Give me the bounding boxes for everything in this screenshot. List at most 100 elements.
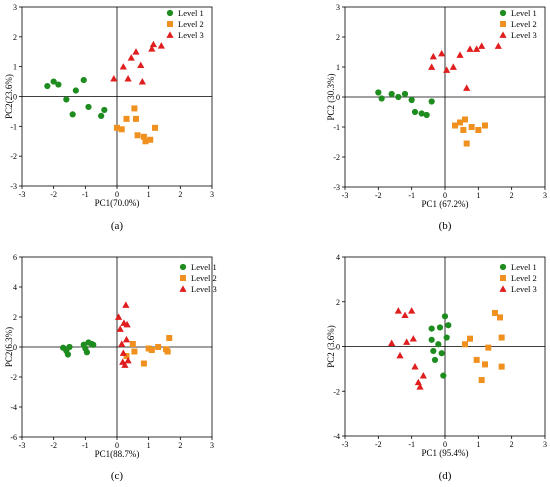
y-tick-label: 0: [13, 343, 17, 352]
marker-circle-2: [55, 81, 62, 88]
marker-circle-4: [435, 341, 442, 348]
marker-square-9: [152, 124, 158, 131]
legend-label: Level 1: [178, 8, 204, 18]
marker-circle-9: [90, 341, 97, 348]
marker-triangle-1: [116, 325, 124, 332]
marker-triangle-4: [403, 338, 411, 345]
marker-circle-8: [98, 112, 105, 119]
marker-circle-0: [375, 89, 382, 96]
y-tick-label: 2: [13, 33, 17, 42]
x-tick-label: 1: [476, 191, 480, 200]
x-tick-label: -1: [408, 191, 415, 200]
legend-label: Level 2: [511, 19, 537, 29]
marker-square-6: [140, 133, 147, 140]
x-axis-label: PC1 (67.2%): [422, 199, 469, 209]
marker-triangle-9: [478, 42, 486, 49]
marker-circle-8: [441, 313, 449, 320]
marker-circle-legend-0: [499, 9, 507, 17]
marker-square-4: [463, 140, 470, 147]
series-level-2: [452, 116, 488, 147]
marker-triangle-10: [419, 371, 427, 379]
marker-circle-4: [401, 90, 409, 98]
legend-label: Level 1: [191, 262, 217, 272]
marker-triangle-0: [114, 313, 123, 320]
marker-triangle-8: [414, 378, 422, 386]
x-tick-label: 3: [210, 441, 214, 450]
marker-circle-3: [63, 96, 70, 103]
marker-square-0: [452, 122, 458, 129]
marker-circle-9: [101, 106, 108, 114]
series-level-2: [123, 335, 173, 367]
x-tick-label: 2: [178, 190, 182, 199]
series-level-1: [44, 76, 108, 119]
marker-triangle-5: [408, 307, 416, 314]
marker-circle-legend-0: [499, 263, 507, 271]
x-tick-label: 0: [115, 190, 119, 199]
marker-triangle-6: [138, 77, 146, 85]
marker-circle-2: [64, 351, 72, 358]
marker-square-1: [467, 335, 473, 342]
marker-circle-4: [69, 111, 76, 118]
marker-circle-0: [44, 82, 51, 90]
marker-square-3: [140, 360, 147, 367]
x-tick-label: 3: [543, 191, 547, 200]
marker-circle-1: [378, 95, 385, 102]
marker-circle-0: [428, 325, 435, 332]
scatter-panel-2: -3 -2 -1 0 1 2 3 -3 -2 -1 0 1 2 3 PC1 (67.2%) PC2 (30.3…: [326, 3, 547, 232]
marker-circle-5: [408, 96, 415, 104]
x-tick-label: 2: [178, 441, 182, 450]
marker-triangle-8: [473, 45, 481, 52]
marker-triangle-9: [416, 383, 424, 390]
y-tick-label: -2: [10, 373, 17, 382]
marker-circle-2: [388, 90, 395, 98]
y-tick-label: -2: [333, 387, 340, 396]
marker-triangle-2: [438, 49, 446, 57]
marker-square-4: [482, 361, 488, 368]
y-tick-label: -6: [10, 433, 17, 442]
y-tick-label: -2: [333, 153, 340, 162]
marker-triangle-4: [132, 48, 140, 55]
marker-square-6: [492, 309, 498, 316]
y-axis-label: PC2 (3.6%): [326, 325, 336, 368]
x-tick-label: -1: [82, 190, 89, 199]
marker-square-2: [123, 115, 130, 122]
marker-square-3: [131, 105, 138, 112]
marker-square-2: [460, 127, 467, 133]
marker-triangle-5: [137, 61, 145, 69]
marker-square-7: [142, 138, 149, 145]
marker-triangle-6: [121, 361, 129, 368]
marker-triangle-7: [411, 363, 419, 370]
marker-circle-1: [50, 78, 57, 85]
marker-triangle-1: [394, 307, 402, 314]
marker-triangle-10: [124, 356, 132, 364]
y-tick-label: 3: [13, 3, 17, 12]
y-tick-label: 6: [13, 253, 17, 262]
legend-label: Level 1: [511, 262, 537, 272]
x-tick-label: -1: [408, 440, 415, 449]
marker-square-4: [145, 345, 152, 352]
marker-circle-2: [430, 347, 437, 355]
legend-label: Level 2: [511, 273, 537, 283]
marker-triangle-4: [449, 63, 457, 70]
marker-circle-3: [66, 343, 73, 351]
marker-circle-7: [440, 372, 447, 379]
series-level-3: [428, 42, 502, 91]
marker-square-8: [498, 363, 505, 370]
x-tick-label: 2: [510, 440, 514, 449]
x-tick-label: 2: [510, 191, 514, 200]
y-tick-label: 4: [336, 253, 340, 262]
panel-caption: (b): [439, 220, 452, 232]
series-level-1: [428, 313, 452, 379]
legend-label: Level 3: [178, 30, 204, 40]
x-axis-label: PC1(88.7%): [95, 449, 140, 459]
marker-circle-6: [80, 76, 87, 84]
marker-triangle-0: [388, 339, 396, 347]
scatter-panel-3: -3 -2 -1 0 1 2 3 -6 -4 -2 0 2 4 6 PC1(88.7%) PC2(6.3%) (…: [4, 253, 217, 482]
marker-square-9: [166, 335, 173, 341]
marker-circle-9: [428, 98, 435, 105]
scatter-panel-4: -3 -2 -1 0 1 2 3 -4 -2 0 2 4 PC1 (95.4%) PC2 (3.6%) (d…: [326, 253, 547, 482]
marker-square-7: [482, 122, 488, 129]
marker-triangle-9: [157, 42, 165, 49]
